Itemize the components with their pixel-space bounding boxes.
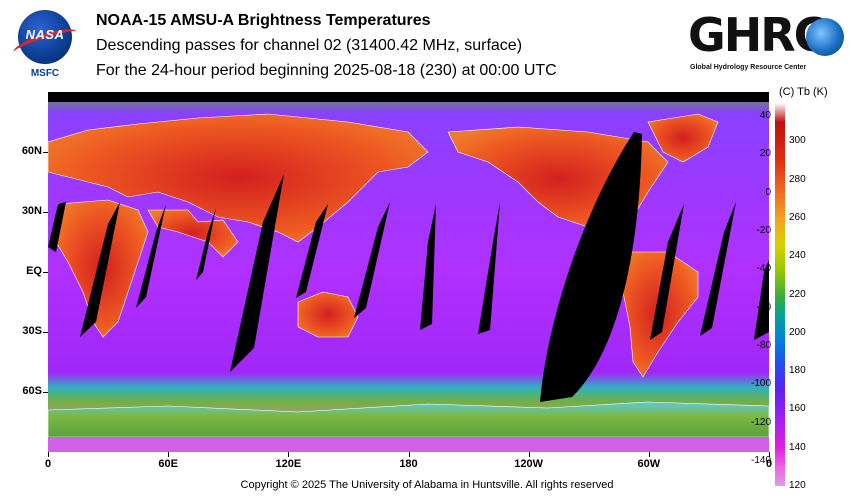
swath-gap-3 [136, 204, 166, 308]
colorbar-units: (C) Tb (K) [779, 86, 828, 98]
swath-gap-13 [754, 260, 769, 340]
latitude-label: EQ [26, 265, 42, 277]
longitude-tick [288, 452, 290, 457]
colorbar-kelvin-label: 220 [789, 288, 806, 300]
swath-gap-8 [420, 204, 436, 330]
latitude-label: 30N [21, 205, 42, 217]
colorbar-celsius-label: -100 [750, 378, 771, 390]
colorbar-celsius-label: 20 [759, 148, 771, 160]
land-antarctica [48, 401, 769, 438]
ghrc-tagline: Global Hydrology Resource Center [690, 64, 807, 71]
colorbar-celsius-label: -60 [756, 301, 771, 313]
polar-band-bottom [48, 437, 769, 452]
land-eurasia [48, 113, 429, 243]
colorbar-kelvin-label: 280 [789, 173, 806, 185]
longitude-label: 0 [765, 458, 773, 470]
swath-gap-9 [478, 202, 500, 334]
swath-gap-1 [48, 202, 66, 252]
copyright-text: Copyright © 2025 The University of Alaba… [240, 479, 614, 491]
latitude-tick [43, 272, 48, 273]
longitude-tick [648, 452, 650, 457]
colorbar-kelvin-label: 300 [789, 135, 806, 147]
swath-gaps [48, 132, 769, 402]
ghrc-globe-icon [806, 18, 844, 56]
swath-gap-5 [230, 174, 284, 372]
brightness-temperature-map [48, 92, 769, 452]
colorbar-celsius-label: 0 [765, 186, 771, 198]
nasa-logo: NASA MSFC [11, 10, 79, 82]
nasa-wordmark: NASA [25, 27, 65, 42]
colorbar-kelvin-label: 200 [789, 326, 806, 338]
nasa-globe-icon [18, 10, 72, 64]
colorbar-kelvin-label: 160 [789, 403, 806, 415]
page-subtitle: Descending passes for channel 02 (31400.… [96, 37, 523, 54]
swath-gap-6 [296, 204, 328, 298]
swath-gap-10 [540, 132, 642, 402]
colorbar-celsius-label: -80 [756, 339, 771, 351]
colorbar-kelvin-label: 140 [789, 441, 806, 453]
colorbar-celsius-label: 40 [759, 110, 771, 122]
longitude-label: 60E [158, 458, 178, 470]
land-australia [297, 291, 359, 338]
land-greenland [647, 113, 719, 163]
swath-gap-7 [354, 202, 390, 318]
ghrc-logo: GHRC Global Hydrology Resource Center [688, 8, 848, 78]
colorbar-celsius-label: -20 [756, 225, 771, 237]
map-canvas [48, 92, 769, 452]
colorbar-celsius-label: -140 [750, 454, 771, 466]
longitude-label: 60W [637, 458, 661, 470]
latitude-label: 60N [21, 145, 42, 157]
longitude-label: 180 [399, 458, 418, 470]
latitude-tick [43, 212, 48, 213]
latitude-tick [43, 392, 48, 393]
period-text: For the 24-hour period beginning 2025-08… [96, 62, 557, 79]
latitude-label: 60S [22, 385, 42, 397]
longitude-tick [408, 452, 410, 457]
colorbar [775, 103, 785, 486]
land-india [147, 209, 239, 258]
longitude-tick [769, 452, 770, 457]
longitude-label: 120E [275, 458, 302, 470]
latitude-tick [43, 152, 48, 153]
swath-gap-11 [650, 204, 684, 340]
colorbar-kelvin-label: 120 [789, 480, 806, 491]
msfc-label: MSFC [30, 68, 60, 79]
colorbar-kelvin-label: 180 [789, 365, 806, 377]
polar-gap-top [48, 92, 769, 102]
colorbar-kelvin-label: 260 [789, 211, 806, 223]
latitude-tick [43, 332, 48, 333]
page-title: NOAA-15 AMSU-A Brightness Temperatures [96, 12, 431, 29]
colorbar-celsius-label: -40 [756, 263, 771, 275]
longitude-label: 0 [44, 458, 52, 470]
swath-gap-12 [700, 202, 736, 336]
ghrc-wordmark: GHRC [688, 8, 827, 62]
longitude-tick [528, 452, 530, 457]
colorbar-kelvin-label: 240 [789, 250, 806, 262]
longitude-tick [168, 452, 170, 457]
latitude-label: 30S [22, 325, 42, 337]
longitude-label: 120W [514, 458, 544, 470]
colorbar-celsius-label: -120 [750, 416, 771, 428]
longitude-tick [48, 452, 49, 457]
swath-gap-2 [80, 202, 120, 337]
swath-gap-4 [196, 208, 216, 280]
